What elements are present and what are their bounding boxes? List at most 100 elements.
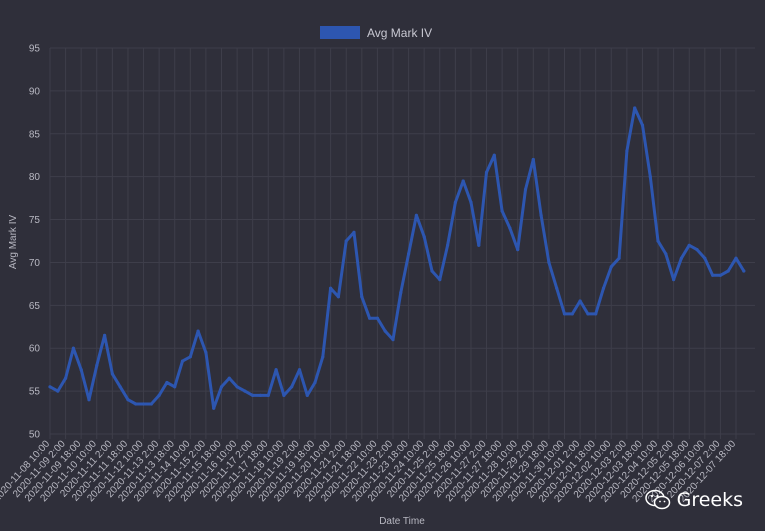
data-point[interactable]: [336, 295, 340, 299]
data-point[interactable]: [656, 239, 660, 243]
data-point[interactable]: [56, 389, 60, 393]
data-point[interactable]: [344, 239, 348, 243]
data-point[interactable]: [407, 252, 411, 256]
data-point[interactable]: [391, 338, 395, 342]
watermark-text: Greeks: [676, 489, 743, 511]
data-point[interactable]: [601, 286, 606, 290]
data-point[interactable]: [149, 402, 153, 406]
data-point[interactable]: [617, 256, 621, 260]
data-point[interactable]: [523, 187, 528, 192]
data-point[interactable]: [79, 368, 83, 372]
data-point[interactable]: [188, 355, 192, 359]
data-point[interactable]: [258, 393, 263, 397]
data-point[interactable]: [687, 243, 691, 247]
data-point[interactable]: [594, 312, 598, 316]
data-point[interactable]: [547, 260, 551, 264]
data-point[interactable]: [204, 350, 208, 355]
data-point[interactable]: [227, 376, 231, 380]
y-tick-label: 85: [29, 129, 41, 140]
data-point[interactable]: [633, 106, 637, 110]
data-point[interactable]: [134, 402, 138, 406]
data-point[interactable]: [726, 269, 730, 273]
data-point[interactable]: [110, 372, 114, 376]
data-point[interactable]: [469, 200, 473, 204]
data-point[interactable]: [126, 398, 130, 402]
data-point[interactable]: [266, 393, 270, 397]
data-point[interactable]: [484, 170, 489, 174]
data-point[interactable]: [734, 256, 738, 260]
data-point[interactable]: [703, 256, 707, 260]
data-point[interactable]: [173, 385, 177, 389]
data-point[interactable]: [672, 278, 676, 282]
data-point[interactable]: [492, 153, 496, 157]
data-point[interactable]: [500, 209, 504, 213]
data-point[interactable]: [321, 355, 325, 359]
data-point[interactable]: [438, 278, 442, 282]
data-point[interactable]: [516, 248, 520, 252]
data-point[interactable]: [219, 385, 224, 389]
data-point[interactable]: [352, 230, 356, 234]
data-point[interactable]: [430, 269, 434, 273]
legend-label[interactable]: Avg Mark IV: [367, 26, 432, 40]
data-point[interactable]: [87, 398, 91, 402]
data-point[interactable]: [118, 385, 122, 389]
data-point[interactable]: [625, 149, 629, 153]
data-point[interactable]: [212, 406, 216, 410]
data-point[interactable]: [360, 295, 364, 299]
data-point[interactable]: [95, 363, 99, 367]
data-point[interactable]: [368, 316, 372, 320]
data-point[interactable]: [313, 380, 317, 385]
data-point[interactable]: [399, 290, 403, 295]
data-point[interactable]: [274, 368, 278, 372]
data-point[interactable]: [375, 316, 379, 320]
data-point[interactable]: [664, 252, 668, 256]
data-point[interactable]: [586, 312, 590, 316]
data-point[interactable]: [453, 200, 457, 204]
data-point[interactable]: [570, 312, 574, 316]
data-point[interactable]: [695, 248, 699, 252]
data-point[interactable]: [297, 368, 302, 372]
data-point[interactable]: [48, 385, 52, 389]
data-point[interactable]: [282, 393, 286, 397]
data-point[interactable]: [477, 243, 481, 247]
data-point[interactable]: [531, 157, 535, 162]
data-point[interactable]: [562, 312, 567, 316]
data-point[interactable]: [383, 329, 387, 333]
data-point[interactable]: [305, 393, 309, 397]
data-point[interactable]: [165, 380, 169, 385]
data-point[interactable]: [196, 329, 200, 333]
data-point[interactable]: [711, 273, 715, 277]
data-point[interactable]: [679, 256, 684, 260]
data-point[interactable]: [141, 402, 146, 406]
data-point[interactable]: [640, 123, 645, 127]
data-point[interactable]: [64, 376, 68, 380]
data-point[interactable]: [243, 389, 247, 393]
data-point[interactable]: [718, 273, 723, 277]
data-point[interactable]: [251, 393, 255, 397]
data-point[interactable]: [157, 393, 161, 397]
data-point[interactable]: [290, 385, 294, 389]
y-tick-label: 50: [29, 430, 41, 441]
data-point[interactable]: [103, 333, 107, 337]
data-point[interactable]: [422, 235, 426, 239]
legend-swatch[interactable]: [320, 26, 360, 39]
data-point[interactable]: [180, 359, 185, 363]
data-point[interactable]: [414, 213, 418, 217]
data-point[interactable]: [329, 286, 333, 290]
data-point[interactable]: [461, 179, 465, 183]
data-point[interactable]: [555, 286, 559, 290]
x-axis-title: Date Time: [379, 516, 425, 527]
data-point[interactable]: [508, 226, 512, 230]
data-point[interactable]: [235, 385, 239, 389]
data-point[interactable]: [539, 213, 543, 217]
legend[interactable]: Avg Mark IV: [320, 26, 432, 40]
data-point[interactable]: [648, 175, 652, 179]
data-point[interactable]: [446, 243, 450, 247]
data-point[interactable]: [742, 269, 746, 273]
series-line[interactable]: [48, 106, 746, 410]
y-tick-label: 70: [29, 258, 41, 269]
data-point[interactable]: [71, 346, 75, 350]
data-point[interactable]: [578, 299, 582, 303]
data-point[interactable]: [609, 265, 613, 269]
